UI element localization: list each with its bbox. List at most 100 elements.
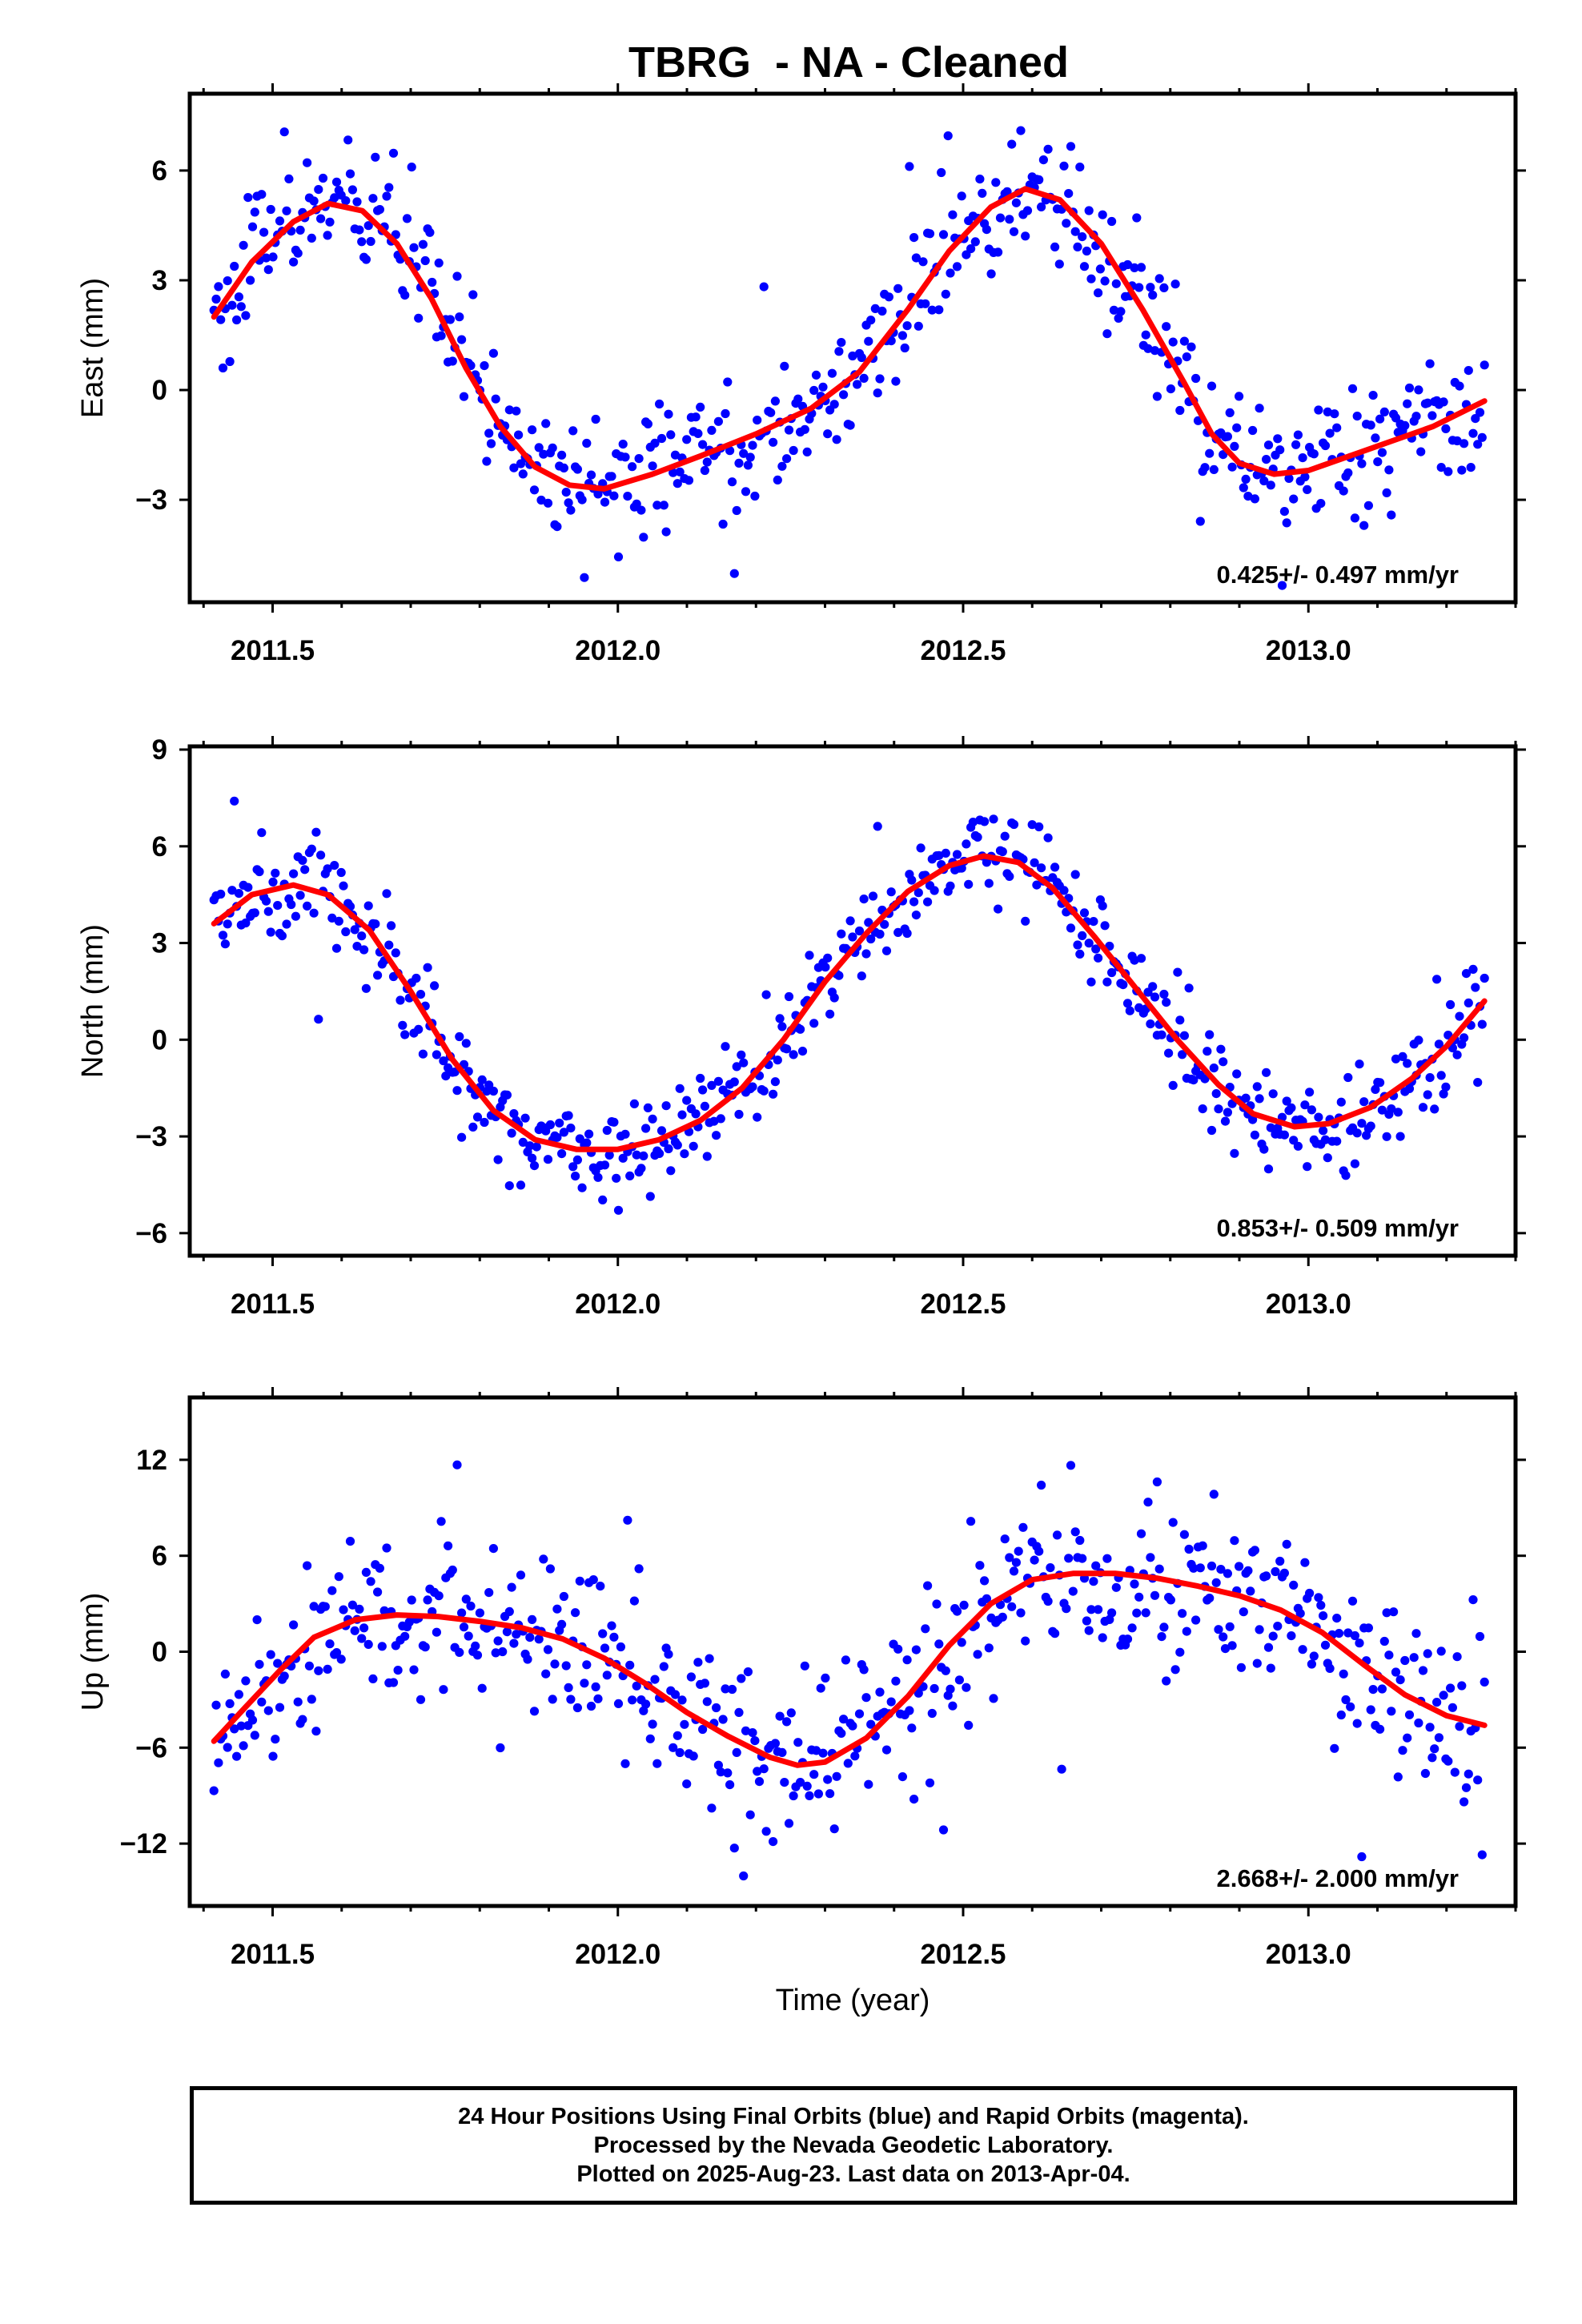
data-point — [648, 1114, 657, 1124]
data-point — [1268, 1631, 1278, 1641]
data-point — [548, 1695, 557, 1704]
data-point — [1027, 820, 1037, 830]
data-point — [727, 1684, 737, 1695]
data-point — [650, 1675, 660, 1684]
data-point — [498, 1647, 508, 1657]
data-point — [886, 887, 896, 897]
data-point — [1159, 1622, 1169, 1632]
data-point — [572, 1155, 583, 1164]
data-point — [434, 258, 444, 267]
data-point — [1293, 430, 1303, 440]
data-point — [543, 1645, 553, 1655]
data-point — [1320, 1640, 1331, 1650]
data-point — [732, 1062, 741, 1072]
data-point — [629, 1596, 640, 1606]
data-point — [1195, 517, 1205, 526]
data-point — [1395, 1675, 1405, 1685]
data-point — [1416, 447, 1426, 456]
data-point — [1150, 1590, 1160, 1600]
data-point — [1303, 1162, 1312, 1172]
data-point — [591, 1682, 600, 1691]
data-point — [1207, 381, 1217, 391]
data-point — [220, 1669, 230, 1679]
data-point — [1143, 1498, 1153, 1507]
data-point — [318, 173, 328, 183]
data-point — [1275, 445, 1285, 455]
data-point — [1425, 1723, 1435, 1732]
data-point — [718, 519, 728, 529]
data-point — [345, 1537, 355, 1546]
data-point — [509, 1109, 519, 1119]
data-point — [539, 449, 548, 459]
data-point — [1336, 1097, 1346, 1107]
data-point — [232, 315, 242, 325]
data-point — [859, 373, 869, 383]
data-point — [1236, 1663, 1246, 1672]
data-point — [448, 356, 457, 366]
data-point — [1332, 423, 1342, 432]
data-point — [507, 1128, 516, 1138]
data-point — [784, 991, 794, 1002]
data-point — [1423, 1649, 1432, 1659]
data-point — [1146, 1019, 1155, 1029]
data-point — [343, 135, 353, 145]
data-point — [1436, 1071, 1446, 1080]
data-point — [1480, 1677, 1489, 1687]
data-point — [1134, 1592, 1144, 1602]
data-point — [1250, 1130, 1259, 1140]
data-point — [323, 864, 332, 874]
data-point — [477, 1075, 487, 1084]
data-point — [552, 522, 562, 532]
data-point — [839, 390, 849, 400]
data-point — [691, 412, 701, 422]
data-point — [459, 392, 469, 401]
data-point — [1404, 1084, 1415, 1093]
data-point — [793, 1738, 803, 1747]
data-point — [1132, 1608, 1142, 1618]
data-point — [1075, 163, 1085, 172]
data-point — [455, 312, 464, 322]
data-point — [355, 225, 364, 235]
data-point — [707, 1080, 717, 1090]
data-point — [1339, 1669, 1348, 1679]
data-point — [818, 382, 828, 392]
data-point — [452, 1086, 462, 1096]
data-point — [636, 1164, 646, 1173]
data-point — [1382, 1132, 1391, 1141]
data-point — [309, 196, 319, 206]
data-point — [959, 1600, 969, 1610]
data-point — [529, 1707, 540, 1716]
data-point — [1009, 227, 1019, 236]
data-point — [609, 491, 619, 501]
data-point — [1375, 1078, 1385, 1088]
data-point — [1089, 917, 1098, 927]
data-point — [797, 1047, 808, 1056]
data-point — [1400, 1655, 1410, 1666]
data-point — [1066, 142, 1076, 151]
data-point — [702, 1697, 712, 1707]
data-point — [1252, 1082, 1262, 1092]
data-point — [1021, 916, 1030, 926]
data-point — [968, 818, 978, 827]
data-point — [366, 1577, 375, 1586]
data-point — [414, 1024, 424, 1034]
data-point — [1052, 1530, 1062, 1540]
data-point — [1241, 474, 1251, 485]
data-point — [952, 262, 962, 271]
data-point — [913, 888, 923, 898]
data-point — [723, 377, 733, 387]
data-point — [472, 1112, 483, 1122]
data-point — [866, 934, 876, 944]
data-point — [1084, 206, 1094, 215]
data-point — [1357, 459, 1367, 468]
data-point — [1314, 405, 1323, 415]
data-point — [289, 257, 299, 267]
data-point — [1150, 992, 1160, 1002]
data-point — [811, 370, 821, 380]
data-point — [1282, 1096, 1291, 1106]
data-point — [325, 1639, 335, 1649]
x-tick-label: 2012.0 — [575, 1939, 661, 1970]
data-point — [625, 1171, 635, 1180]
data-point — [1350, 1630, 1359, 1641]
data-point — [818, 1748, 828, 1758]
